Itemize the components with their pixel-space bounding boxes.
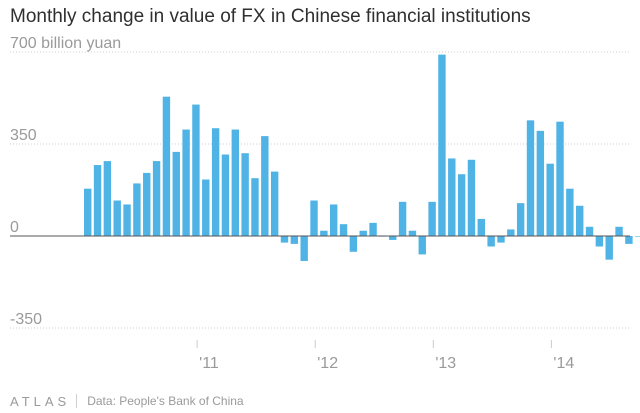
bar <box>526 120 535 236</box>
bar <box>330 204 338 236</box>
bar <box>339 224 348 236</box>
bar <box>123 204 131 236</box>
bar <box>566 188 574 236</box>
bar-series <box>10 54 640 261</box>
y-axis-tick-labels: 700 billion yuan 350 0 -350 <box>10 35 121 328</box>
footer: ATLAS Data: People's Bank of China <box>10 393 244 409</box>
bar <box>369 222 377 236</box>
bar <box>497 236 505 243</box>
x-axis: '11'12'13'14'15 <box>196 340 574 372</box>
bar <box>398 201 407 236</box>
bar <box>202 179 210 236</box>
bar <box>408 230 417 236</box>
bar <box>546 163 554 236</box>
bar <box>635 236 640 237</box>
x-tick-label: '13 <box>435 355 456 372</box>
bar <box>270 171 279 236</box>
bar <box>418 236 426 255</box>
bar <box>280 236 289 243</box>
bar <box>251 178 259 236</box>
bar <box>143 172 151 236</box>
y-tick-label: 350 <box>10 127 37 144</box>
bar <box>221 154 230 236</box>
bar <box>536 130 545 236</box>
bar <box>487 236 495 247</box>
bar <box>172 151 180 236</box>
data-source: Data: People's Bank of China <box>87 394 244 408</box>
bar <box>576 205 584 236</box>
bar <box>133 183 141 236</box>
bar <box>389 236 397 240</box>
bar <box>192 104 200 236</box>
bar <box>211 128 220 236</box>
chart-title: Monthly change in value of FX in Chinese… <box>10 6 531 27</box>
bar <box>182 129 190 236</box>
bar <box>113 200 121 236</box>
bar <box>516 203 525 236</box>
bar <box>320 230 328 236</box>
bar <box>428 201 436 236</box>
bar <box>162 96 171 236</box>
bar <box>507 229 515 236</box>
bar <box>359 230 367 236</box>
y-tick-label: 0 <box>10 219 19 236</box>
bar <box>152 161 161 236</box>
bar <box>84 188 92 236</box>
y-tick-label: 700 billion yuan <box>10 35 121 52</box>
y-tick-label: -350 <box>10 311 42 328</box>
bar <box>585 226 594 236</box>
x-tick-label: '11 <box>199 355 219 372</box>
gridlines <box>10 51 630 329</box>
bar <box>231 129 239 236</box>
bar <box>467 159 476 236</box>
bar <box>615 226 623 236</box>
bar <box>438 54 446 236</box>
atlas-logo: ATLAS <box>10 393 71 409</box>
bar <box>300 236 308 261</box>
bar <box>595 236 604 247</box>
bar <box>261 136 269 236</box>
bar <box>290 236 299 244</box>
bar <box>349 236 358 252</box>
bar <box>625 236 633 244</box>
bar <box>93 165 102 236</box>
bar <box>103 161 112 236</box>
bar <box>241 153 249 236</box>
bar <box>457 174 466 236</box>
bar <box>310 200 318 236</box>
bar <box>477 218 485 236</box>
footer-divider <box>76 394 78 408</box>
x-tick-label: '14 <box>553 355 574 372</box>
bar <box>605 236 613 260</box>
bar <box>448 158 456 236</box>
bar <box>556 121 564 236</box>
x-tick-label: '12 <box>317 355 338 372</box>
